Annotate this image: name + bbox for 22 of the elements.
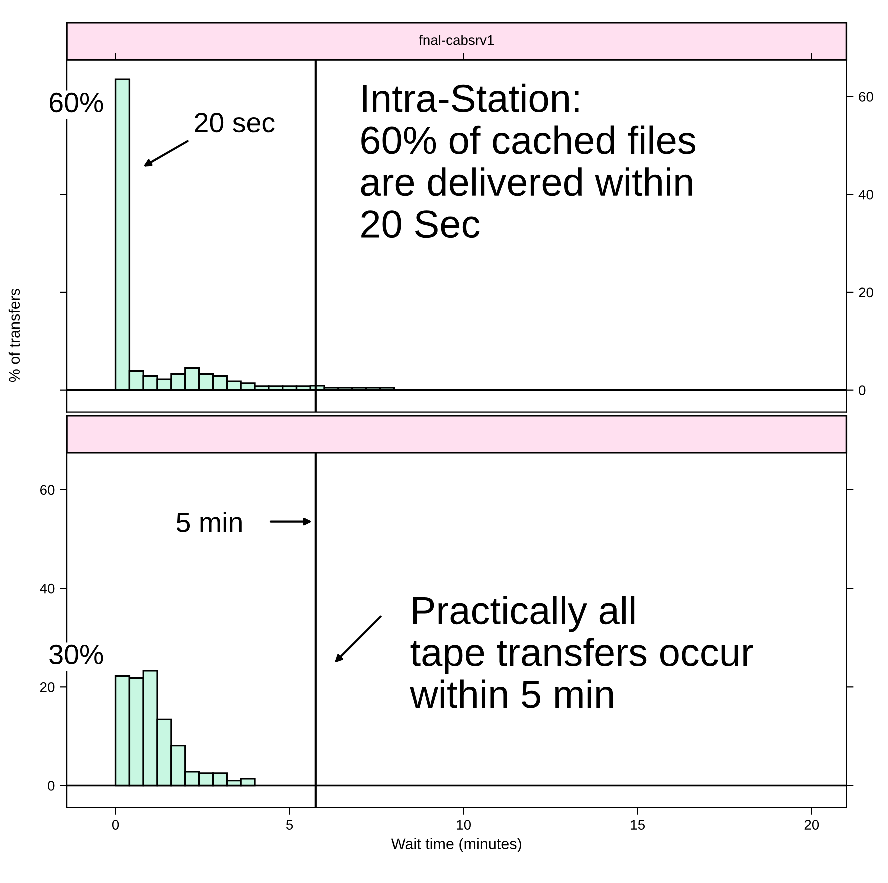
- y-tick-label: 60: [40, 485, 55, 496]
- x-tick-label: 5: [286, 820, 294, 830]
- annotation: 20 sec: [195, 113, 275, 133]
- y-axis-title: % of transfers: [8, 288, 20, 382]
- annotation: 30%: [50, 644, 104, 665]
- y-tick-label: 40: [858, 190, 874, 200]
- x-tick-label: 10: [457, 820, 472, 830]
- x-axis-title: Wait time (minutes): [391, 838, 522, 852]
- annotation: Practically all tape transfers occur within 5 min: [410, 596, 754, 708]
- chart-title: fnal-cabsrv1: [419, 35, 494, 46]
- annotation: Intra-Station: 60% of cached files are delivered within 20 Sec: [361, 84, 696, 238]
- y-tick-label: 20: [40, 682, 55, 692]
- x-tick-label: 0: [112, 820, 120, 830]
- y-tick-label: 20: [859, 288, 874, 298]
- annotation: 5 min: [176, 512, 242, 532]
- y-tick-label: 60: [859, 92, 874, 102]
- x-tick-label: 15: [631, 820, 646, 830]
- y-tick-label: 0: [48, 781, 55, 791]
- y-tick-label: 0: [859, 386, 866, 396]
- y-tick-label: 40: [40, 584, 55, 594]
- annotation: 60%: [50, 92, 104, 113]
- x-tick-label: 20: [804, 820, 820, 830]
